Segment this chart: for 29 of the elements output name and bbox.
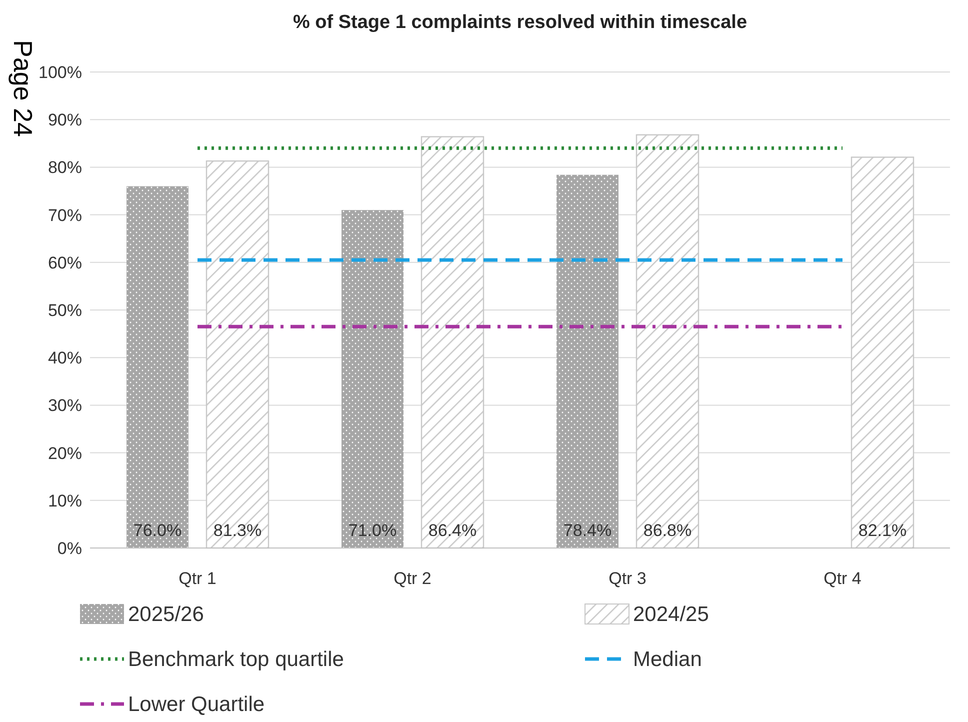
y-tick-label: 50%: [48, 301, 82, 320]
text: Page 24: [8, 40, 38, 137]
legend-label: Lower Quartile: [128, 693, 265, 716]
x-tick-label: Qtr 4: [824, 569, 862, 588]
y-tick-label: 90%: [48, 110, 82, 130]
y-tick-label: 80%: [48, 158, 82, 178]
legend-label: 2024/25: [633, 603, 709, 626]
y-tick-label: 70%: [48, 206, 82, 225]
y-tick-label: 100%: [38, 63, 82, 82]
x-tick-label: Qtr 3: [608, 569, 646, 588]
y-tick-label: 10%: [48, 491, 82, 510]
x-tick-label: Qtr 1: [178, 569, 216, 588]
legend-label: Median: [633, 648, 702, 671]
y-tick-label: 0%: [57, 539, 82, 558]
data-label: 76.0%: [133, 521, 182, 540]
legend-label: 2025/26: [128, 603, 204, 626]
y-tick-label: 20%: [48, 444, 82, 463]
y-tick-label: 60%: [48, 253, 82, 272]
y-tick-label: 40%: [48, 348, 82, 368]
data-label: 81.3%: [213, 521, 262, 540]
y-tick-label: 30%: [48, 396, 82, 416]
data-label: 71.0%: [348, 521, 397, 540]
data-label: 82.1%: [858, 521, 907, 540]
data-label: 86.8%: [643, 521, 692, 540]
data-label: 78.4%: [563, 521, 612, 540]
legend-label: Benchmark top quartile: [128, 648, 344, 671]
chart-title: % of Stage 1 complaints resolved within timescale: [292, 12, 748, 33]
data-label: 86.4%: [428, 521, 477, 540]
x-tick-label: Qtr 2: [394, 569, 432, 588]
